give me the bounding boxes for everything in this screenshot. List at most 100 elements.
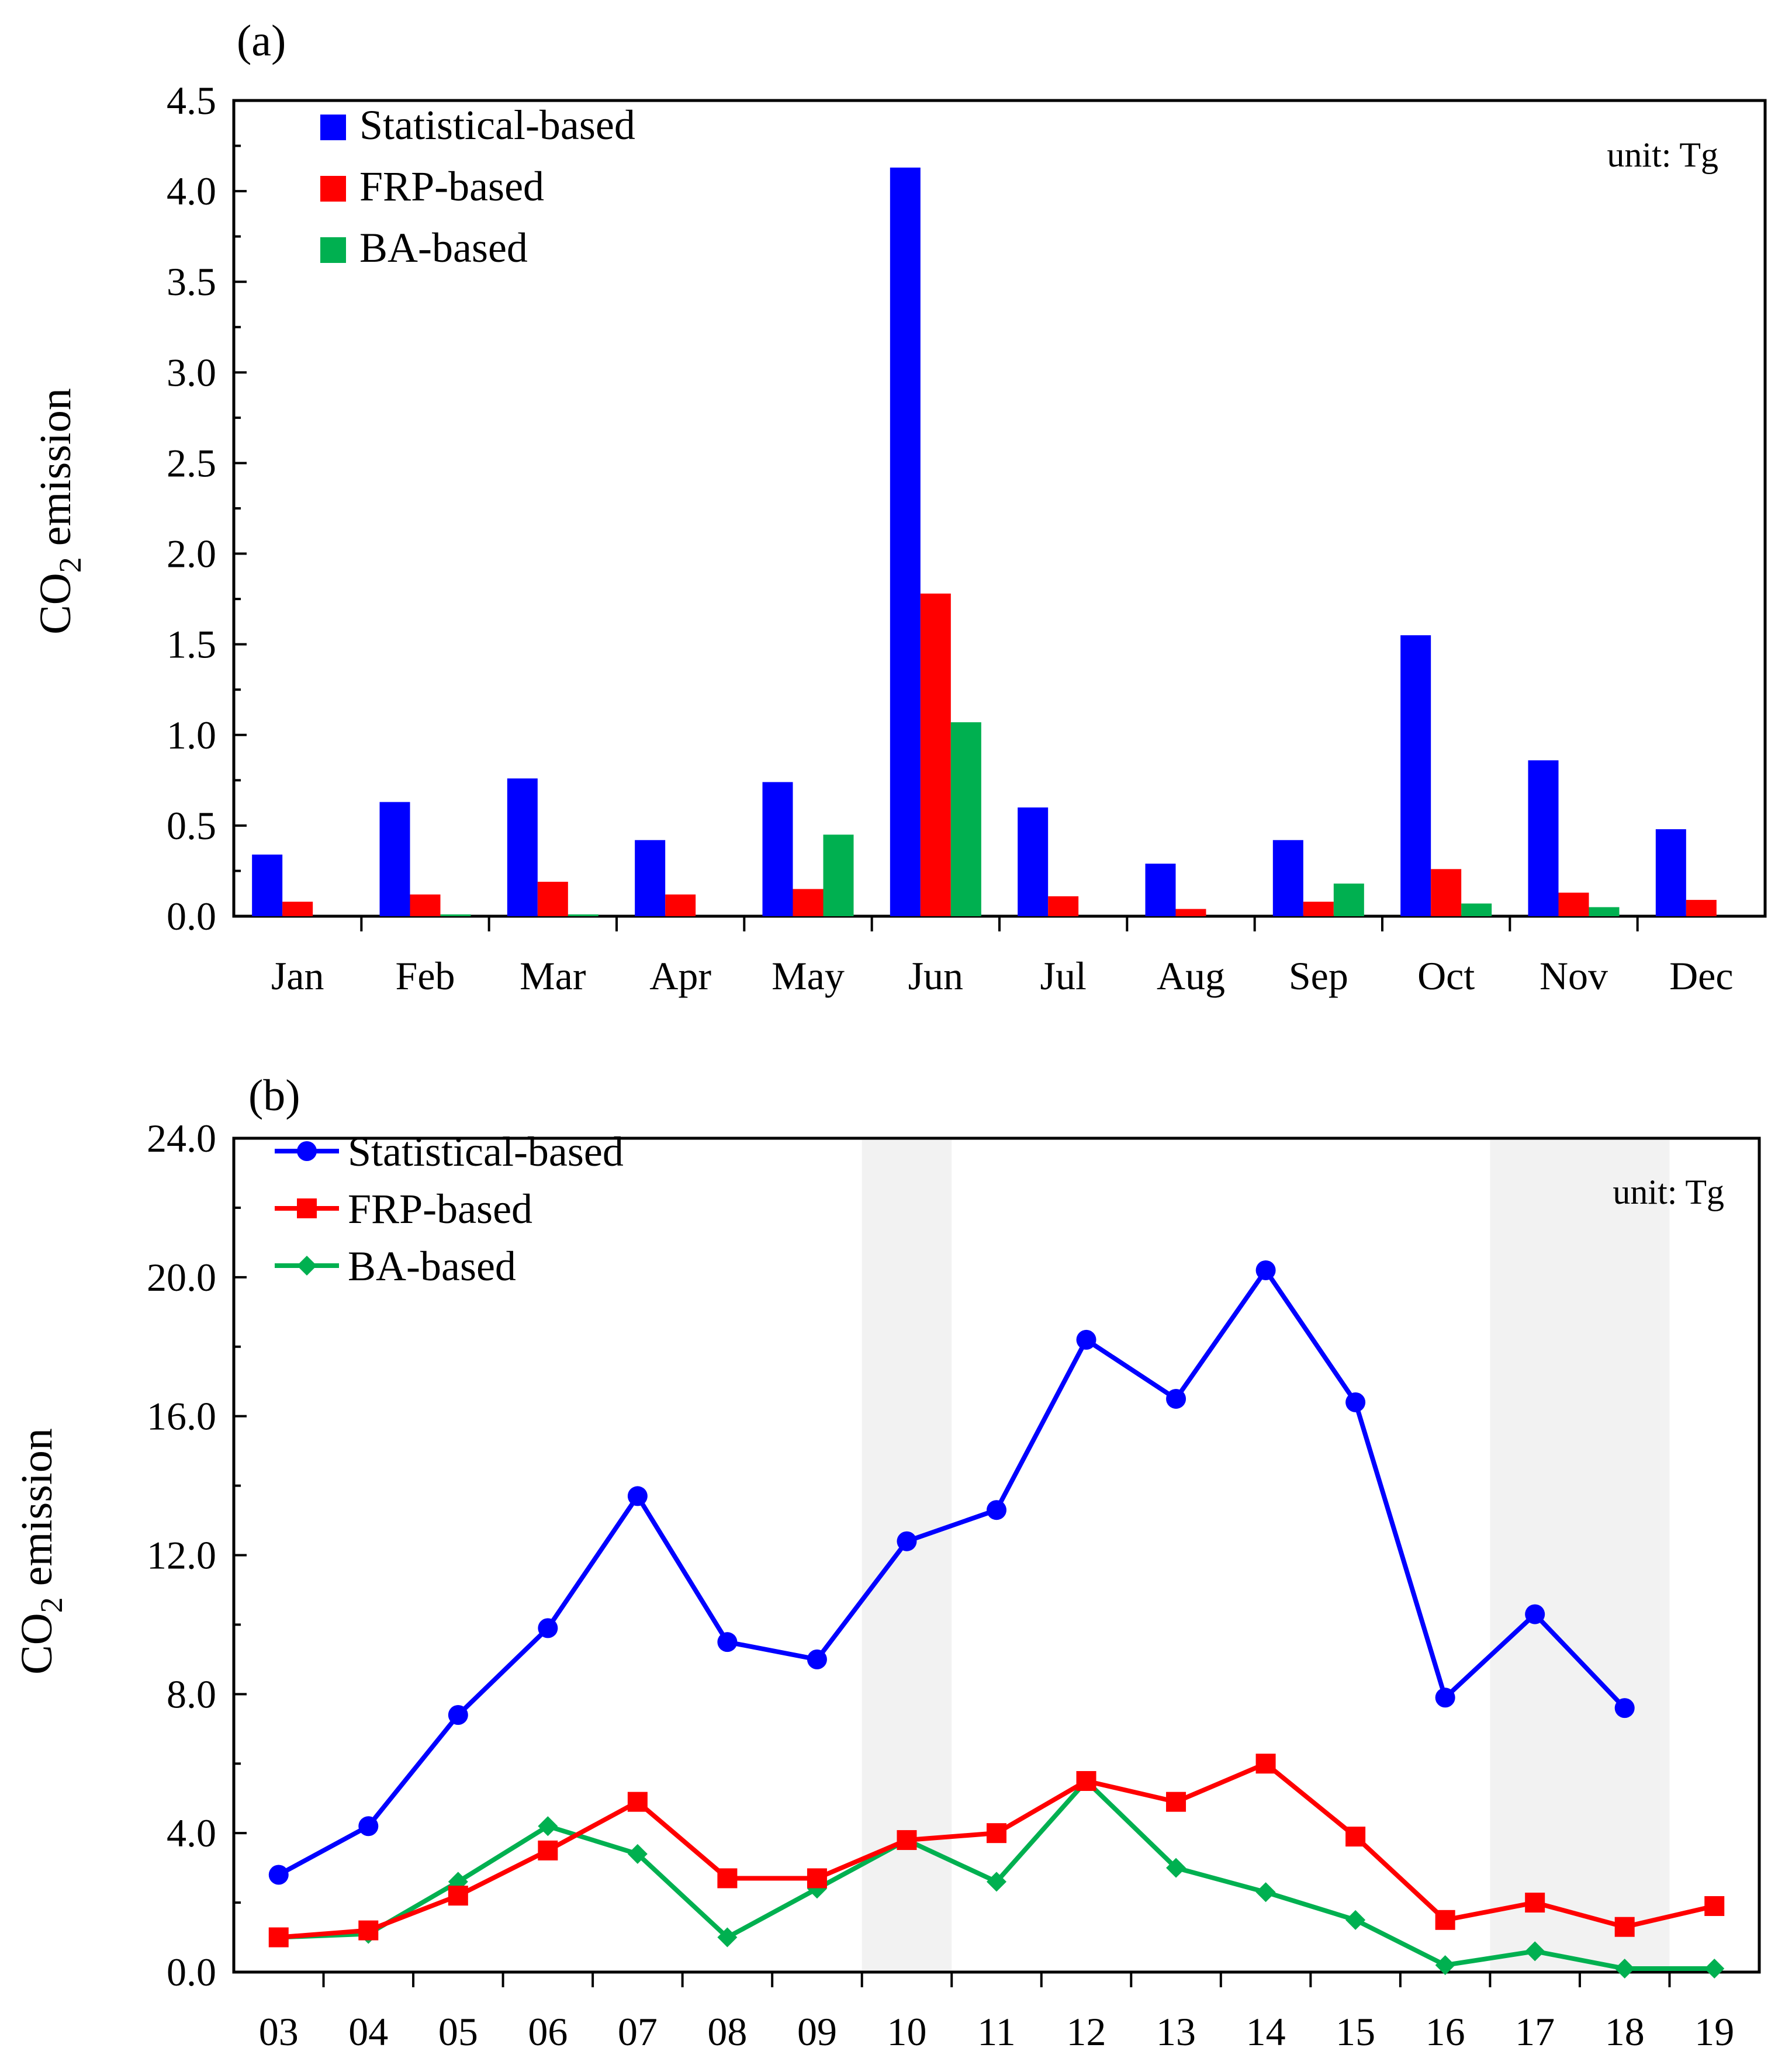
data-point-1-15	[1345, 1827, 1366, 1847]
bar-chart-legend: Statistical-based FRP-based BA-based	[320, 102, 635, 271]
legend-swatch-a-1	[320, 176, 346, 202]
bar-series-ba-based	[440, 722, 1620, 916]
bar-oct-0	[1400, 635, 1431, 916]
bar-nov-0	[1528, 760, 1559, 916]
data-point-1-18	[1614, 1917, 1635, 1937]
bar-chart-bars	[252, 167, 1717, 916]
bar-mar-1	[537, 882, 568, 916]
y-tick-label-a: 4.5	[167, 78, 216, 123]
data-point-0-18	[1614, 1698, 1635, 1718]
data-point-0-09	[807, 1649, 827, 1669]
bar-apr-1	[665, 894, 696, 916]
bar-series-statistical-based	[252, 167, 1686, 916]
x-tick-label-may: May	[772, 954, 845, 998]
bar-jun-0	[890, 167, 921, 916]
data-point-1-08	[717, 1868, 738, 1889]
line-chart-y-ticks: 0.0 4.0 8.0 12.0 16.0 20.0 24.0	[147, 1116, 247, 1994]
data-point-0-05	[448, 1705, 468, 1725]
legend-label-b-1: FRP-based	[348, 1186, 532, 1232]
bar-feb-1	[410, 894, 441, 916]
y-tick-label-a: 4.0	[167, 169, 216, 213]
bar-may-2	[823, 834, 854, 916]
data-point-2-08	[717, 1927, 738, 1948]
data-point-1-03	[268, 1927, 289, 1948]
bar-mar-2	[568, 914, 599, 916]
bar-jul-1	[1048, 896, 1079, 916]
bar-chart-panel-a: (a) 0.0 0.5 1.0 1.5 2.0 2.5 3.0 3.5 4.0 4.5 Jan Fe…	[31, 16, 1767, 998]
data-point-0-11	[987, 1500, 1006, 1520]
bar-nov-2	[1589, 907, 1620, 916]
x-tick-label-jan: Jan	[271, 954, 324, 998]
x-tick-label-dec: Dec	[1669, 954, 1733, 998]
data-point-1-16	[1435, 1910, 1455, 1930]
x-tick-label-14: 14	[1246, 2009, 1286, 2054]
x-tick-label-16: 16	[1426, 2009, 1465, 2054]
x-tick-label-10: 10	[887, 2009, 926, 2054]
x-tick-label-feb: Feb	[396, 954, 455, 998]
line-chart-panel-b: (b) 0.0 4.0 8.0 12.0 16.0 20.0 24.0 03 04 05 06 07…	[12, 1071, 1761, 2054]
x-tick-label-sep: Sep	[1289, 954, 1348, 998]
data-point-0-15	[1345, 1392, 1366, 1412]
legend-marker-b-0	[297, 1141, 317, 1161]
bar-oct-1	[1431, 869, 1462, 916]
y-tick-label-a: 2.0	[167, 532, 216, 576]
data-point-1-11	[987, 1823, 1006, 1844]
data-point-1-19	[1704, 1896, 1725, 1917]
x-tick-label-05: 05	[438, 2009, 478, 2054]
line-series-statistical-based	[268, 1260, 1635, 1885]
y-tick-label-a: 3.0	[167, 350, 216, 394]
bar-may-1	[793, 889, 824, 916]
data-point-1-04	[358, 1920, 379, 1941]
data-point-1-06	[538, 1840, 558, 1860]
legend-label-a-0: Statistical-based	[359, 102, 635, 148]
x-tick-label-jul: Jul	[1040, 954, 1086, 998]
bar-jun-1	[920, 593, 951, 916]
line-chart-x-ticks: 03 04 05 06 07 08 09 10 11 12 13 14 15 16 17 18 19	[259, 1972, 1734, 2054]
x-tick-label-18: 18	[1605, 2009, 1645, 2054]
data-point-1-10	[897, 1830, 917, 1851]
legend-marker-b-2	[297, 1256, 317, 1276]
data-point-2-18	[1614, 1959, 1635, 1979]
bar-feb-0	[379, 802, 410, 916]
bar-mar-0	[507, 778, 538, 916]
legend-label-b-0: Statistical-based	[348, 1128, 624, 1175]
y-tick-label-a: 0.5	[167, 803, 216, 848]
legend-label-b-2: BA-based	[348, 1243, 516, 1290]
bar-may-0	[762, 782, 793, 916]
x-tick-label-08: 08	[707, 2009, 747, 2054]
bar-oct-2	[1461, 903, 1492, 916]
data-point-1-13	[1166, 1792, 1186, 1812]
data-point-1-05	[448, 1886, 468, 1906]
data-point-2-14	[1255, 1882, 1276, 1903]
data-point-0-13	[1166, 1388, 1186, 1409]
x-tick-label-03: 03	[259, 2009, 299, 2054]
panel-label-b: (b)	[248, 1071, 300, 1120]
x-tick-label-apr: Apr	[649, 954, 711, 998]
bar-aug-0	[1145, 864, 1176, 916]
line-chart-legend: Statistical-based FRP-based BA-based	[275, 1128, 624, 1290]
data-point-0-12	[1076, 1329, 1096, 1350]
data-point-0-04	[358, 1816, 379, 1837]
x-tick-label-19: 19	[1694, 2009, 1734, 2054]
legend-marker-b-1	[297, 1198, 317, 1218]
legend-swatch-a-0	[320, 115, 346, 140]
y-tick-label-a: 2.5	[167, 441, 216, 485]
bar-sep-1	[1303, 902, 1334, 916]
panel-label-a: (a)	[237, 16, 286, 65]
legend-label-a-2: BA-based	[359, 224, 528, 271]
line-series-frp-based	[268, 1754, 1725, 1948]
y-tick-label-a: 1.0	[167, 713, 216, 757]
data-point-0-08	[717, 1632, 738, 1652]
bar-jul-0	[1018, 807, 1049, 916]
y-tick-label-b: 16.0	[147, 1394, 216, 1439]
data-point-1-14	[1255, 1754, 1276, 1774]
y-axis-title-a: CO2 emission	[31, 388, 88, 635]
x-tick-label-mar: Mar	[520, 954, 586, 998]
x-tick-label-07: 07	[618, 2009, 658, 2054]
x-tick-label-11: 11	[977, 2009, 1015, 2054]
data-point-0-16	[1435, 1688, 1455, 1708]
x-tick-label-13: 13	[1156, 2009, 1196, 2054]
y-tick-label-b: 20.0	[147, 1255, 216, 1300]
y-axis-title-b: CO2 emission	[12, 1428, 69, 1675]
